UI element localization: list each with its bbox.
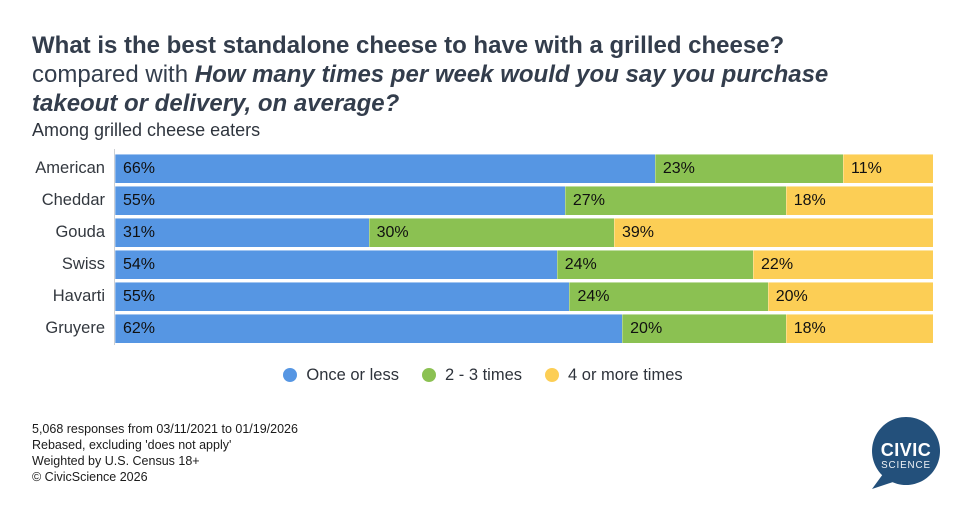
legend-label: 4 or more times <box>568 365 683 384</box>
bar-segment: 11% <box>843 154 933 183</box>
bar-segment: 20% <box>622 314 786 343</box>
title-question-2-text: How many times per week would you say yo… <box>32 61 829 117</box>
category-label: Gouda <box>55 223 105 241</box>
bar-segment: 39% <box>613 218 933 247</box>
bar-value-label: 18% <box>793 191 826 209</box>
chart-row: Gruyere 62% 20% 18% <box>0 314 933 343</box>
legend-dot <box>545 368 560 382</box>
category-label: American <box>35 159 105 177</box>
bar-segment: 55% <box>115 186 565 215</box>
chart-rows: American 66% 23% 11% Cheddar 55% 27% 18% Gouda 31… <box>0 154 933 343</box>
bar-value-label: 20% <box>775 287 808 305</box>
footer-line-weighted: Weighted by U.S. Census 18+ <box>32 454 200 468</box>
bar-segment: 54% <box>115 250 557 279</box>
title-connector: compared with <box>32 61 195 88</box>
bar-segment: 23% <box>654 154 843 183</box>
category-label: Cheddar <box>41 191 105 209</box>
bar-segment: 30% <box>368 218 614 247</box>
bar-value-label: 66% <box>123 159 156 177</box>
bar-segment: 22% <box>753 250 933 279</box>
bar-segment: 55% <box>115 282 570 311</box>
chart-row: Gouda 31% 30% 39% <box>0 218 933 247</box>
bar-value-label: 24% <box>577 287 610 305</box>
stacked-bar-chart: American 66% 23% 11% Cheddar 55% 27% 18% Gouda 31… <box>0 149 933 345</box>
bar-value-label: 23% <box>662 159 695 177</box>
legend-item-once-or-less: Once or less <box>283 366 399 385</box>
bar-segment: 66% <box>115 154 655 183</box>
bar-value-label: 20% <box>630 319 663 337</box>
logo-text-science: SCIENCE <box>881 460 931 471</box>
y-axis-line <box>114 149 115 345</box>
bar-value-label: 22% <box>761 255 794 273</box>
legend-item-2-3-times: 2 - 3 times <box>421 365 523 385</box>
footer-notes: 5,068 responses from 03/11/2021 to 01/19… <box>32 421 298 485</box>
title-question-2: compared with How many times per week wo… <box>32 60 867 118</box>
bar-segment: 24% <box>569 282 768 311</box>
bar-value-label: 11% <box>851 159 882 177</box>
bar-segment: 24% <box>556 250 754 279</box>
bar-value-label: 54% <box>123 255 156 273</box>
title-question-1: What is the best standalone cheese to ha… <box>32 32 785 59</box>
category-label: Swiss <box>61 255 105 273</box>
category-label: Gruyere <box>45 319 105 337</box>
bar-value-label: 55% <box>123 191 156 209</box>
bar-value-label: 39% <box>621 223 654 241</box>
chart-row: American 66% 23% 11% <box>0 154 933 183</box>
bar-stack: 66% 23% 11% <box>115 154 933 183</box>
logo-text-civic: CIVIC <box>881 440 932 460</box>
bar-value-label: 24% <box>564 255 597 273</box>
legend-label: 2 - 3 times <box>444 365 523 384</box>
bar-value-label: 62% <box>123 319 156 337</box>
category-label: Havarti <box>52 287 105 305</box>
legend-item-4-or-more-times: 4 or more times <box>545 366 683 385</box>
bar-value-label: 27% <box>572 191 605 209</box>
bar-stack: 54% 24% 22% <box>115 250 933 279</box>
legend: Once or less 2 - 3 times 4 or more times <box>0 365 966 385</box>
bar-segment: 31% <box>115 218 369 247</box>
civicscience-logo-bubble <box>872 417 941 489</box>
chart-row: Havarti 55% 24% 20% <box>0 282 933 311</box>
footer-line-copyright: © CivicScience 2026 <box>32 470 148 484</box>
legend-label: Once or less <box>306 365 399 384</box>
chart-row: Swiss 54% 24% 22% <box>0 250 933 279</box>
bar-segment: 18% <box>785 314 933 343</box>
chart-subtitle: Among grilled cheese eaters <box>32 120 261 140</box>
bar-value-label: 18% <box>793 319 826 337</box>
bar-segment: 62% <box>115 314 623 343</box>
bar-stack: 55% 24% 20% <box>115 282 933 311</box>
footer-line-responses: 5,068 responses from 03/11/2021 to 01/19… <box>32 422 298 436</box>
bar-value-label: 30% <box>376 223 409 241</box>
legend-dot <box>421 368 436 382</box>
bar-segment: 18% <box>785 186 933 215</box>
chart-title: What is the best standalone cheese to ha… <box>32 31 867 118</box>
legend-dot <box>283 368 298 382</box>
civicscience-logo: CIVIC SCIENCE <box>872 417 941 489</box>
chart-row: Cheddar 55% 27% 18% <box>0 186 933 215</box>
bar-value-label: 31% <box>123 223 156 241</box>
bar-segment: 27% <box>564 186 786 215</box>
bar-stack: 31% 30% 39% <box>115 218 933 247</box>
bar-stack: 55% 27% 18% <box>115 186 933 215</box>
bar-value-label: 55% <box>123 287 156 305</box>
footer-line-rebased: Rebased, excluding 'does not apply' <box>32 438 232 452</box>
bar-segment: 20% <box>767 282 933 311</box>
bar-stack: 62% 20% 18% <box>115 314 933 343</box>
